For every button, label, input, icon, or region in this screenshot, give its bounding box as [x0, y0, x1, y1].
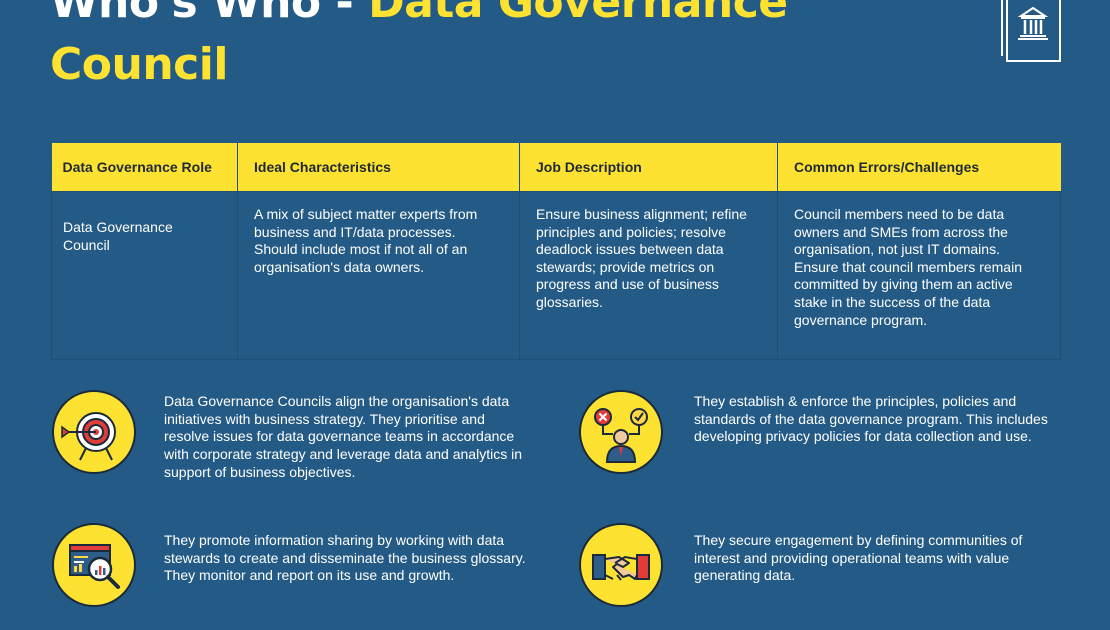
table-row: Data Governance Council A mix of subject…	[51, 191, 1061, 360]
decision-person-icon	[579, 390, 663, 474]
column-header-role: Data Governance Role	[51, 143, 238, 192]
cell-role: Data Governance Council	[51, 191, 238, 360]
column-header-challenges: Common Errors/Challenges	[777, 143, 1061, 192]
page-title: Who's Who - Data Governance Council	[50, 0, 788, 96]
analytics-magnifier-icon	[52, 523, 136, 607]
column-header-job-description: Job Description	[519, 143, 778, 192]
governance-roles-table: Data Governance Role Ideal Characteristi…	[51, 143, 1061, 360]
feature-text-alignment: Data Governance Councils align the organ…	[164, 393, 522, 480]
table-header-row: Data Governance Role Ideal Characteristi…	[51, 143, 1061, 192]
handshake-icon	[579, 523, 663, 607]
column-header-characteristics: Ideal Characteristics	[237, 143, 520, 192]
bank-building-icon	[1000, 0, 1062, 63]
feature-text-information-sharing: They promote information sharing by work…	[164, 532, 526, 584]
cell-job-description: Ensure business alignment; refine princi…	[519, 191, 778, 360]
cell-characteristics: A mix of subject matter experts from bus…	[237, 191, 520, 360]
cell-challenges: Council members need to be data owners a…	[777, 191, 1061, 360]
feature-text-policies: They establish & enforce the principles,…	[694, 393, 1048, 445]
page-title-highlight: Data Governance	[368, 0, 788, 28]
page-title-prefix: Who's Who -	[50, 0, 369, 28]
feature-text-engagement: They secure engagement by defining commu…	[694, 532, 1023, 584]
page-title-line2: Council	[50, 39, 228, 90]
target-arrow-icon	[52, 390, 136, 474]
